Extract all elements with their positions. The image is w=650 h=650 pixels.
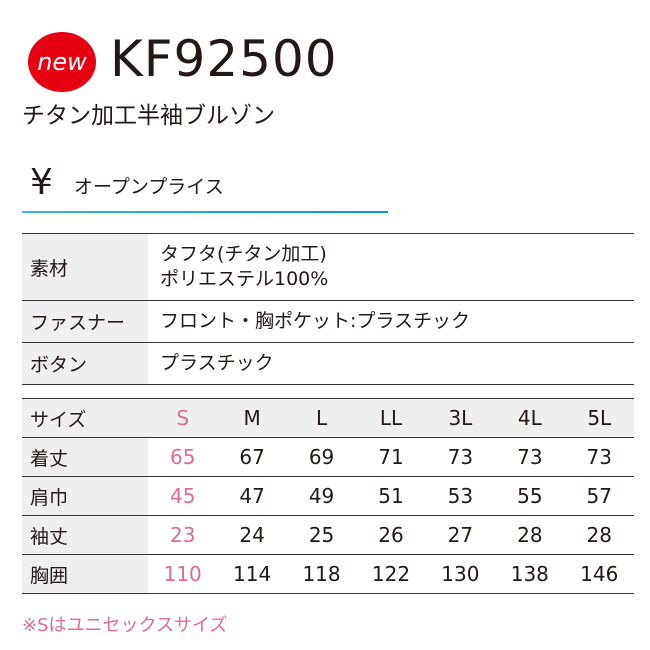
product-name: チタン加工半袖ブルゾン — [22, 103, 275, 129]
spec-value: フロント・胸ポケット:プラスチック — [148, 300, 634, 343]
size-value: 26 — [356, 515, 426, 555]
size-name: M — [217, 398, 287, 438]
note: ※Sはユニセックスサイズ — [22, 615, 228, 636]
size-row: 着丈 65 67 69 71 73 73 73 — [22, 437, 634, 477]
row-label: 袖丈 — [22, 515, 148, 555]
size-value: 73 — [564, 437, 634, 477]
size-value: 24 — [217, 515, 287, 555]
size-value: 53 — [425, 476, 496, 516]
size-value: 69 — [286, 437, 357, 477]
spec-row: ボタン プラスチック — [22, 342, 634, 385]
row-label: 着丈 — [22, 437, 148, 477]
row-label: 肩巾 — [22, 476, 148, 516]
spec-table: 素材 タフタ(チタン加工) ポリエステル100% ファスナー フロント・胸ポケット:プラ… — [22, 233, 634, 385]
spec-label: ファスナー — [22, 300, 148, 343]
size-label: サイズ — [22, 398, 148, 438]
size-value: 67 — [217, 437, 287, 477]
size-value: 51 — [356, 476, 426, 516]
row-label: 胸囲 — [22, 554, 148, 594]
size-value: 47 — [217, 476, 287, 516]
size-value: 73 — [425, 437, 496, 477]
size-name: 4L — [495, 398, 565, 438]
spec-line: ポリエステル100% — [160, 268, 329, 290]
size-row: 肩巾 45 47 49 51 53 55 57 — [22, 476, 634, 516]
size-value: 138 — [495, 554, 565, 594]
spec-label: 素材 — [22, 233, 148, 301]
size-name: 3L — [425, 398, 496, 438]
size-value: 146 — [564, 554, 634, 594]
size-name: LL — [356, 398, 426, 438]
size-value: 55 — [495, 476, 565, 516]
spec-label: ボタン — [22, 342, 148, 385]
size-value: 65 — [148, 437, 218, 477]
size-value: 28 — [564, 515, 634, 555]
spec-value: タフタ(チタン加工) ポリエステル100% — [148, 233, 634, 301]
size-name: S — [148, 398, 218, 438]
size-value: 110 — [148, 554, 218, 594]
spec-value: プラスチック — [148, 342, 634, 385]
divider — [22, 211, 388, 213]
size-header: サイズ S M L LL 3L 4L 5L — [22, 398, 634, 438]
size-value: 25 — [286, 515, 357, 555]
badge: new — [28, 32, 96, 92]
size-row: 胸囲 110 114 118 122 130 138 146 — [22, 554, 634, 594]
price: オープンプライス — [74, 176, 224, 198]
spec-line: プラスチック — [160, 352, 274, 374]
spec-row: ファスナー フロント・胸ポケット:プラスチック — [22, 300, 634, 343]
size-value: 73 — [495, 437, 565, 477]
size-value: 122 — [356, 554, 426, 594]
model: KF92500 — [110, 30, 338, 88]
size-row: 袖丈 23 24 25 26 27 28 28 — [22, 515, 634, 555]
spec-line: フロント・胸ポケット:プラスチック — [160, 310, 471, 332]
size-value: 45 — [148, 476, 218, 516]
size-table: サイズ S M L LL 3L 4L 5L 着丈 65 67 69 71 73 73 73 肩巾 45 47 49 51… — [22, 398, 634, 594]
size-value: 71 — [356, 437, 426, 477]
size-value: 130 — [425, 554, 496, 594]
size-value: 27 — [425, 515, 496, 555]
spec-line: タフタ(チタン加工) — [160, 243, 327, 265]
size-value: 114 — [217, 554, 287, 594]
size-name: 5L — [564, 398, 634, 438]
yen: ¥ — [30, 162, 53, 203]
spec-row: 素材 タフタ(チタン加工) ポリエステル100% — [22, 233, 634, 301]
size-value: 23 — [148, 515, 218, 555]
size-value: 118 — [286, 554, 357, 594]
size-value: 28 — [495, 515, 565, 555]
size-name: L — [286, 398, 357, 438]
size-value: 57 — [564, 476, 634, 516]
size-value: 49 — [286, 476, 357, 516]
